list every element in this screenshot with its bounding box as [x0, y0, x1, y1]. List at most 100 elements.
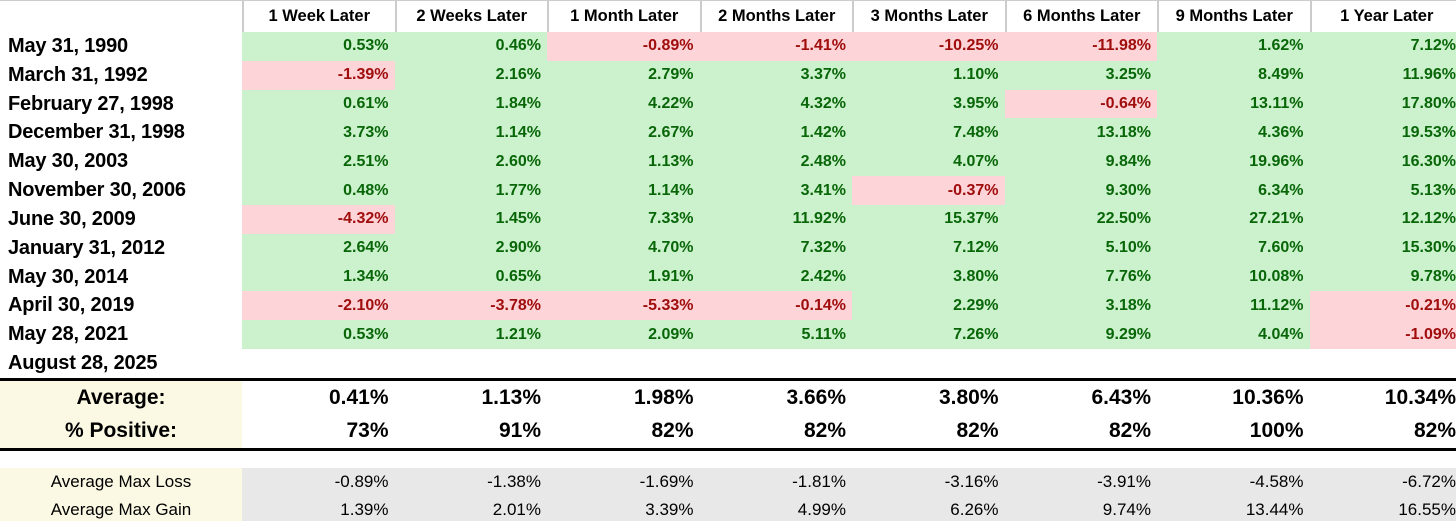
- table-row: April 30, 2019 -2.10% -3.78% -5.33% -0.14% 2.…: [0, 291, 1456, 321]
- max-gain-cell: 2.01%: [394, 495, 547, 521]
- column-header: 1 Week Later: [242, 1, 395, 32]
- divider-rule-bottom: [0, 447, 1456, 451]
- max-gain-row: Average Max Gain 1.39% 2.01% 3.39% 4.99% 6.26…: [0, 495, 1456, 521]
- average-cell: 0.41%: [242, 380, 395, 415]
- table-row: May 31, 1990 0.53% 0.46% -0.89% -1.41% -10.25…: [0, 32, 1456, 61]
- return-cell: 5.10%: [1004, 233, 1157, 263]
- max-loss-cell: -1.69%: [547, 467, 700, 496]
- row-date: January 31, 2012: [0, 233, 242, 263]
- divider-rule-top: [0, 377, 1456, 381]
- max-loss-cell: -3.16%: [852, 467, 1005, 496]
- percent-positive-cell: 82%: [1309, 414, 1456, 448]
- return-cell: 9.29%: [1004, 320, 1157, 350]
- return-cell: 1.84%: [394, 89, 547, 119]
- average-cell: 10.34%: [1309, 380, 1456, 415]
- row-date: November 30, 2006: [0, 176, 242, 205]
- return-cell: 16.30%: [1309, 147, 1456, 177]
- return-cell: 4.70%: [547, 233, 700, 263]
- return-cell: 7.76%: [1004, 262, 1157, 292]
- return-cell: 3.25%: [1004, 60, 1157, 90]
- return-cell: 3.18%: [1004, 291, 1157, 321]
- max-gain-cell: 6.26%: [852, 495, 1005, 521]
- column-header: 2 Weeks Later: [394, 1, 547, 32]
- empty-cell: [852, 349, 1005, 378]
- row-date: May 31, 1990: [0, 32, 242, 61]
- return-cell: 10.08%: [1157, 262, 1310, 292]
- return-cell: 3.80%: [852, 262, 1005, 292]
- row-date: December 31, 1998: [0, 118, 242, 148]
- return-cell: 2.67%: [547, 118, 700, 148]
- return-cell: 2.90%: [394, 233, 547, 263]
- return-cell: 0.46%: [394, 32, 547, 61]
- return-cell: 7.26%: [852, 320, 1005, 350]
- return-cell: 9.30%: [1004, 176, 1157, 205]
- return-cell: -1.41%: [699, 32, 852, 61]
- percent-positive-row: % Positive: 73% 91% 82% 82% 82% 82% 100% 82%: [0, 414, 1456, 448]
- return-cell: 2.48%: [699, 147, 852, 177]
- return-cell: 4.22%: [547, 89, 700, 119]
- return-cell: -0.14%: [699, 291, 852, 321]
- return-cell: 0.61%: [242, 89, 395, 119]
- return-cell: 5.13%: [1309, 176, 1456, 205]
- return-cell: 4.04%: [1157, 320, 1310, 350]
- empty-cell: [547, 349, 700, 378]
- average-cell: 6.43%: [1004, 380, 1157, 415]
- percent-positive-cell: 100%: [1157, 414, 1310, 448]
- table-row: June 30, 2009 -4.32% 1.45% 7.33% 11.92% 15.37…: [0, 204, 1456, 234]
- return-cell: 4.32%: [699, 89, 852, 119]
- average-cell: 3.66%: [699, 380, 852, 415]
- column-header: 9 Months Later: [1157, 1, 1310, 32]
- max-loss-cell: -6.72%: [1309, 467, 1456, 496]
- return-cell: -4.32%: [242, 204, 395, 234]
- return-cell: 2.51%: [242, 147, 395, 177]
- return-cell: 11.12%: [1157, 291, 1310, 321]
- return-cell: 7.12%: [852, 233, 1005, 263]
- return-cell: 2.60%: [394, 147, 547, 177]
- return-cell: 4.36%: [1157, 118, 1310, 148]
- return-cell: 15.30%: [1309, 233, 1456, 263]
- return-cell: 5.11%: [699, 320, 852, 350]
- return-cell: 3.73%: [242, 118, 395, 148]
- average-cell: 1.13%: [394, 380, 547, 415]
- return-cell: 6.34%: [1157, 176, 1310, 205]
- row-date: March 31, 1992: [0, 60, 242, 90]
- header-row: 1 Week Later 2 Weeks Later 1 Month Later 2 …: [0, 0, 1456, 32]
- column-header: 1 Month Later: [547, 1, 700, 32]
- date-rows: May 31, 1990 0.53% 0.46% -0.89% -1.41% -10.25…: [0, 32, 1456, 378]
- return-cell: 2.29%: [852, 291, 1005, 321]
- return-cell: 1.77%: [394, 176, 547, 205]
- return-cell: 12.12%: [1309, 204, 1456, 234]
- spacer-gap: [0, 450, 1456, 468]
- max-loss-cell: -1.38%: [394, 467, 547, 496]
- max-gain-cell-label: Average Max Gain: [0, 495, 242, 521]
- return-cell: 7.48%: [852, 118, 1005, 148]
- return-cell: -5.33%: [547, 291, 700, 321]
- return-cell: -1.09%: [1309, 320, 1456, 350]
- return-cell: 2.16%: [394, 60, 547, 90]
- percent-positive-label: % Positive:: [0, 414, 242, 448]
- table-row: January 31, 2012 2.64% 2.90% 4.70% 7.32% 7.12…: [0, 233, 1456, 263]
- empty-cell: [1309, 349, 1456, 378]
- max-loss-cell: -4.58%: [1157, 467, 1310, 496]
- row-date: May 28, 2021: [0, 320, 242, 350]
- return-cell: -1.39%: [242, 60, 395, 90]
- average-cell: 10.36%: [1157, 380, 1310, 415]
- table-row: February 27, 1998 0.61% 1.84% 4.22% 4.32% 3.9…: [0, 89, 1456, 119]
- return-cell: 1.21%: [394, 320, 547, 350]
- row-date: June 30, 2009: [0, 204, 242, 234]
- column-header: 2 Months Later: [699, 1, 852, 32]
- return-cell: 15.37%: [852, 204, 1005, 234]
- table-row: May 30, 2014 1.34% 0.65% 1.91% 2.42% 3.80% 7.7…: [0, 262, 1456, 292]
- max-loss-cell: -3.91%: [1004, 467, 1157, 496]
- return-cell: 7.33%: [547, 204, 700, 234]
- return-cell: 13.11%: [1157, 89, 1310, 119]
- table-row: November 30, 2006 0.48% 1.77% 1.14% 3.41% -0.…: [0, 176, 1456, 205]
- empty-cell: [699, 349, 852, 378]
- empty-cell: [1157, 349, 1310, 378]
- max-gain-cell: 13.44%: [1157, 495, 1310, 521]
- average-row: Average: 0.41% 1.13% 1.98% 3.66% 3.80% 6.43% 10…: [0, 380, 1456, 415]
- return-cell: 0.53%: [242, 320, 395, 350]
- return-cell: 9.78%: [1309, 262, 1456, 292]
- return-cell: 11.92%: [699, 204, 852, 234]
